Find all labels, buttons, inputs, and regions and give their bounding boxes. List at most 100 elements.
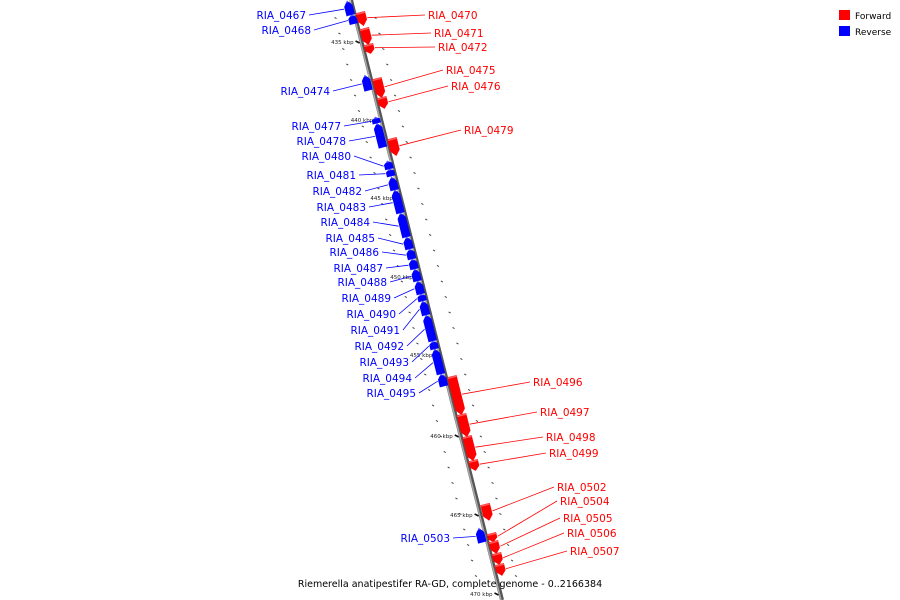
gene-label[interactable]: RIA_0468 [261,25,311,37]
forward-gene-glyph[interactable] [488,540,500,554]
legend-item-forward[interactable]: Forward [839,10,891,22]
gene-ria-0506[interactable] [491,552,503,565]
gene-label[interactable]: RIA_0494 [362,373,412,385]
reverse-gene-glyph[interactable] [344,0,355,17]
gene-label[interactable]: RIA_0492 [354,341,404,353]
gene-ria-0467[interactable] [343,0,355,17]
gene-label[interactable]: RIA_0482 [312,186,362,198]
forward-gene-glyph[interactable] [480,502,493,521]
minor-tick [397,109,401,113]
gene-ria-0470[interactable] [355,11,368,26]
gene-ria-0471[interactable] [359,27,372,45]
reverse-gene-glyph[interactable] [475,527,487,544]
gene-label[interactable]: RIA_0504 [560,496,610,508]
minor-tick [432,249,436,252]
gene-ria-0507[interactable] [494,563,506,576]
gene-label[interactable]: RIA_0483 [316,202,366,214]
forward-gene-glyph[interactable] [387,137,400,156]
genome-caption: Riemerella anatipestifer RA-GD, complete… [298,579,602,590]
gene-label[interactable]: RIA_0488 [337,277,387,289]
gene-label[interactable]: RIA_0471 [434,28,484,40]
forward-gene-glyph[interactable] [359,27,372,45]
gene-glyph-highlight [437,373,446,377]
gene-label[interactable]: RIA_0507 [570,546,620,558]
minor-tick [431,404,435,407]
forward-gene-glyph[interactable] [447,375,465,415]
gene-label[interactable]: RIA_0493 [359,357,409,369]
gene-label[interactable]: RIA_0474 [280,86,330,98]
gene-label[interactable]: RIA_0495 [366,388,416,400]
gene-label[interactable]: RIA_0489 [341,293,391,305]
gene-ria-0478[interactable] [373,122,388,149]
gene-glyph-highlight [422,314,431,318]
gene-ria-0479[interactable] [387,137,400,156]
gene-ria-0504[interactable] [486,532,498,542]
forward-gene-glyph[interactable] [456,413,471,437]
gene-label[interactable]: RIA_0490 [346,309,396,321]
gene-label[interactable]: RIA_0487 [333,263,383,275]
gene-ria-0472[interactable] [363,43,375,54]
gene-ria-0499[interactable] [468,459,480,471]
forward-gene-glyph[interactable] [494,563,506,576]
gene-label[interactable]: RIA_0479 [464,125,514,137]
gene-label[interactable]: RIA_0485 [325,233,375,245]
gene-label-connector [475,436,544,448]
gene-glyph-highlight [487,532,497,537]
gene-ria-0497[interactable] [456,413,471,437]
gene-label[interactable]: RIA_0480 [301,151,351,163]
forward-gene-glyph[interactable] [462,435,477,461]
minor-tick [474,574,478,578]
reverse-gene-glyph[interactable] [361,74,373,92]
gene-ria-0495[interactable] [437,373,449,388]
gene-ria-0505[interactable] [488,540,500,554]
forward-gene-glyph[interactable] [486,532,498,542]
legend-item-reverse[interactable]: Reverse [839,26,892,38]
forward-gene-glyph[interactable] [372,77,386,98]
gene-ria-0468[interactable] [347,13,359,26]
forward-gene-glyph[interactable] [363,43,375,54]
gene-label[interactable]: RIA_0498 [546,432,596,444]
gene-ria-0481[interactable] [385,168,396,178]
gene-label[interactable]: RIA_0491 [350,325,400,337]
reverse-gene-glyph[interactable] [437,373,449,388]
gene-ria-0483[interactable] [390,189,405,215]
gene-label[interactable]: RIA_0472 [438,42,488,54]
gene-label[interactable]: RIA_0486 [329,247,379,259]
gene-label[interactable]: RIA_0475 [446,65,496,77]
reverse-gene-glyph[interactable] [348,14,359,26]
gene-label[interactable]: RIA_0502 [557,482,607,494]
forward-gene-glyph[interactable] [377,96,389,109]
gene-label[interactable]: RIA_0477 [291,121,341,133]
gene-label[interactable]: RIA_0497 [540,407,590,419]
forward-gene-glyph[interactable] [491,552,503,565]
gene-ria-0480[interactable] [383,160,394,171]
gene-ria-0503[interactable] [474,527,487,544]
gene-ria-0502[interactable] [480,502,493,521]
forward-gene-glyph[interactable] [355,11,368,26]
gene-label[interactable]: RIA_0499 [549,448,599,460]
reverse-gene-glyph[interactable] [373,122,388,149]
gene-ria-0498[interactable] [462,435,477,461]
gene-ria-0476[interactable] [377,96,389,109]
reverse-gene-glyph[interactable] [385,168,396,178]
gene-label[interactable]: RIA_0478 [296,136,346,148]
gene-label[interactable]: RIA_0476 [451,81,501,93]
gene-label[interactable]: RIA_0496 [533,377,583,389]
gene-label[interactable]: RIA_0467 [256,10,306,22]
gene-label-connector [399,129,462,147]
forward-gene-glyph[interactable] [468,459,480,471]
gene-label[interactable]: RIA_0484 [320,217,370,229]
gene-label[interactable]: RIA_0506 [567,528,617,540]
gene-ria-0486[interactable] [405,248,417,261]
gene-label[interactable]: RIA_0470 [428,10,478,22]
gene-label-connector [364,184,389,192]
gene-label[interactable]: RIA_0481 [306,170,356,182]
scale-tick-label: 455 kbp [410,353,433,359]
gene-ria-0477[interactable] [371,116,382,125]
gene-label[interactable]: RIA_0505 [563,513,613,525]
gene-ria-0487[interactable] [408,258,419,271]
gene-ria-0474[interactable] [360,74,373,92]
gene-ria-0496[interactable] [447,375,465,415]
gene-label[interactable]: RIA_0503 [400,533,450,545]
gene-ria-0475[interactable] [372,77,386,98]
